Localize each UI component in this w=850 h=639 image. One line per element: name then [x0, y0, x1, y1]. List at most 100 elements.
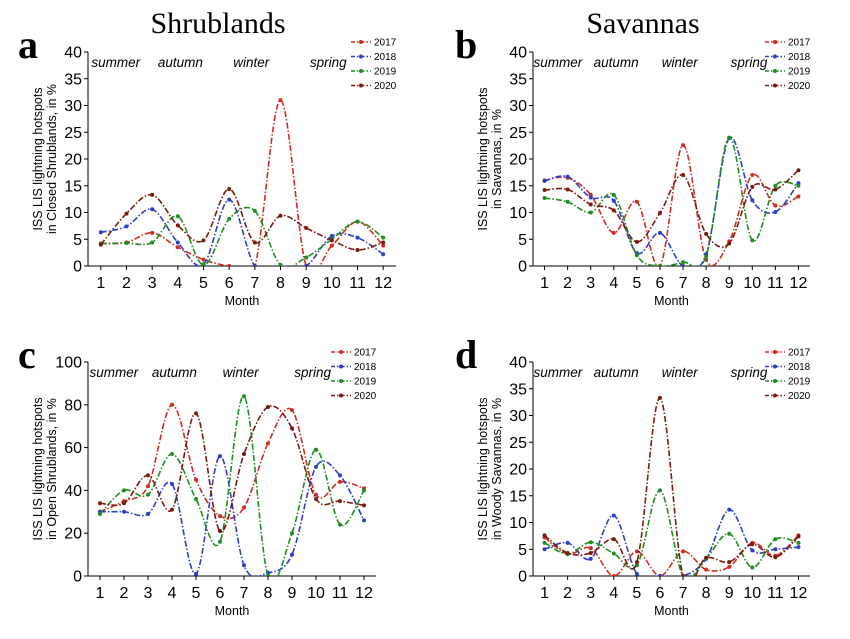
legend-marker-2020: [359, 83, 363, 88]
data-point-2019: [242, 394, 246, 399]
y-tick-label: 20: [509, 152, 527, 169]
data-point-2019: [362, 488, 366, 493]
x-axis-title: Month: [225, 294, 260, 308]
legend-marker-2017: [773, 350, 777, 354]
legend-marker-2018: [339, 364, 343, 369]
data-point-2019: [611, 551, 616, 556]
y-axis-title-line: in Open Shrublands, in %: [45, 398, 59, 540]
data-point-2020: [122, 501, 126, 506]
legend-marker-2020: [773, 83, 777, 88]
data-point-2019: [657, 488, 662, 493]
y-tick-label: 10: [64, 205, 82, 222]
legend-label-2019: 2019: [354, 377, 377, 388]
y-tick-label: 0: [518, 259, 527, 276]
y-tick-label: 35: [509, 381, 527, 398]
data-point-2017: [278, 98, 283, 103]
data-point-2018: [227, 197, 232, 202]
y-tick-label: 40: [64, 45, 82, 62]
data-point-2018: [362, 518, 366, 523]
heading-shrublands: Shrublands: [151, 7, 286, 40]
data-point-2018: [218, 454, 222, 459]
season-label-summer: summer: [90, 365, 139, 380]
legend-marker-2018: [773, 54, 777, 59]
season-label-spring: spring: [731, 365, 768, 380]
data-point-2017: [242, 505, 246, 510]
legend-label-2019: 2019: [788, 67, 811, 78]
data-point-2018: [657, 574, 662, 576]
legend-marker-2017: [339, 350, 343, 354]
legend: 2017 2018 2019 2020: [765, 348, 811, 402]
data-point-2020: [175, 223, 180, 228]
data-point-2019: [175, 214, 180, 219]
legend-marker-2017: [773, 40, 777, 44]
legend-marker-2019: [359, 69, 363, 73]
x-tick-label: 6: [225, 275, 234, 292]
data-point-2020: [611, 537, 616, 542]
data-point-2018: [565, 540, 570, 545]
data-point-2020: [98, 242, 103, 247]
data-point-2018: [542, 178, 547, 183]
data-point-2019: [252, 208, 257, 213]
x-tick-label: 9: [302, 275, 311, 292]
data-point-2020: [355, 247, 360, 252]
x-tick-label: 5: [632, 275, 641, 292]
data-point-2019: [338, 522, 342, 527]
x-tick-label: 8: [276, 275, 285, 292]
data-point-2019: [218, 539, 222, 544]
y-tick-label: 10: [509, 515, 527, 532]
series-line-2018: [99, 455, 365, 576]
x-tick-label: 1: [96, 275, 105, 292]
data-point-2020: [796, 168, 801, 173]
x-tick-label: 2: [122, 275, 131, 292]
data-point-2020: [314, 496, 318, 501]
x-tick-label: 1: [540, 585, 549, 602]
x-axis-title: Month: [654, 604, 689, 618]
series-line-2017: [544, 144, 799, 266]
x-tick-label: 4: [168, 585, 177, 602]
x-tick-label: 10: [323, 275, 341, 292]
y-axis-title-line: ISS LIS lightning hotspots: [31, 397, 45, 540]
data-point-2020: [565, 550, 570, 555]
data-point-2020: [338, 499, 342, 504]
legend-marker-2020: [339, 393, 343, 398]
data-point-2020: [727, 241, 732, 246]
y-tick-label: 25: [509, 125, 527, 142]
x-tick-label: 7: [250, 275, 259, 292]
x-axis-title: Month: [654, 294, 689, 308]
data-point-2020: [750, 184, 755, 189]
x-tick-label: 10: [743, 275, 761, 292]
x-tick-label: 12: [790, 275, 808, 292]
y-tick-label: 15: [509, 178, 527, 195]
panel-letter: a: [18, 22, 38, 67]
season-label-spring: spring: [294, 365, 331, 380]
data-point-2019: [122, 488, 126, 493]
data-point-2018: [329, 234, 334, 239]
series-line-2020: [544, 169, 799, 248]
data-point-2020: [194, 411, 198, 416]
x-axis-title: Month: [215, 604, 250, 618]
x-tick-label: 6: [656, 585, 665, 602]
data-point-2017: [201, 257, 206, 262]
plot-area: [98, 98, 386, 266]
data-point-2017: [266, 441, 270, 446]
series-line-2020: [544, 397, 800, 576]
data-point-2020: [634, 560, 639, 565]
data-point-2020: [201, 238, 206, 243]
data-point-2019: [381, 235, 386, 240]
data-point-2018: [150, 207, 155, 212]
data-point-2019: [314, 447, 318, 452]
plot-area: [542, 135, 801, 266]
x-tick-label: 2: [563, 585, 572, 602]
series-line-2019: [100, 206, 384, 266]
x-tick-label: 9: [288, 585, 297, 602]
data-point-2019: [542, 196, 547, 201]
data-point-2020: [227, 186, 232, 191]
data-point-2018: [98, 230, 103, 235]
data-point-2019: [290, 531, 294, 536]
data-point-2020: [796, 534, 801, 539]
data-point-2017: [681, 143, 686, 148]
data-point-2020: [565, 187, 570, 192]
data-point-2020: [170, 507, 174, 512]
data-point-2019: [588, 210, 593, 215]
